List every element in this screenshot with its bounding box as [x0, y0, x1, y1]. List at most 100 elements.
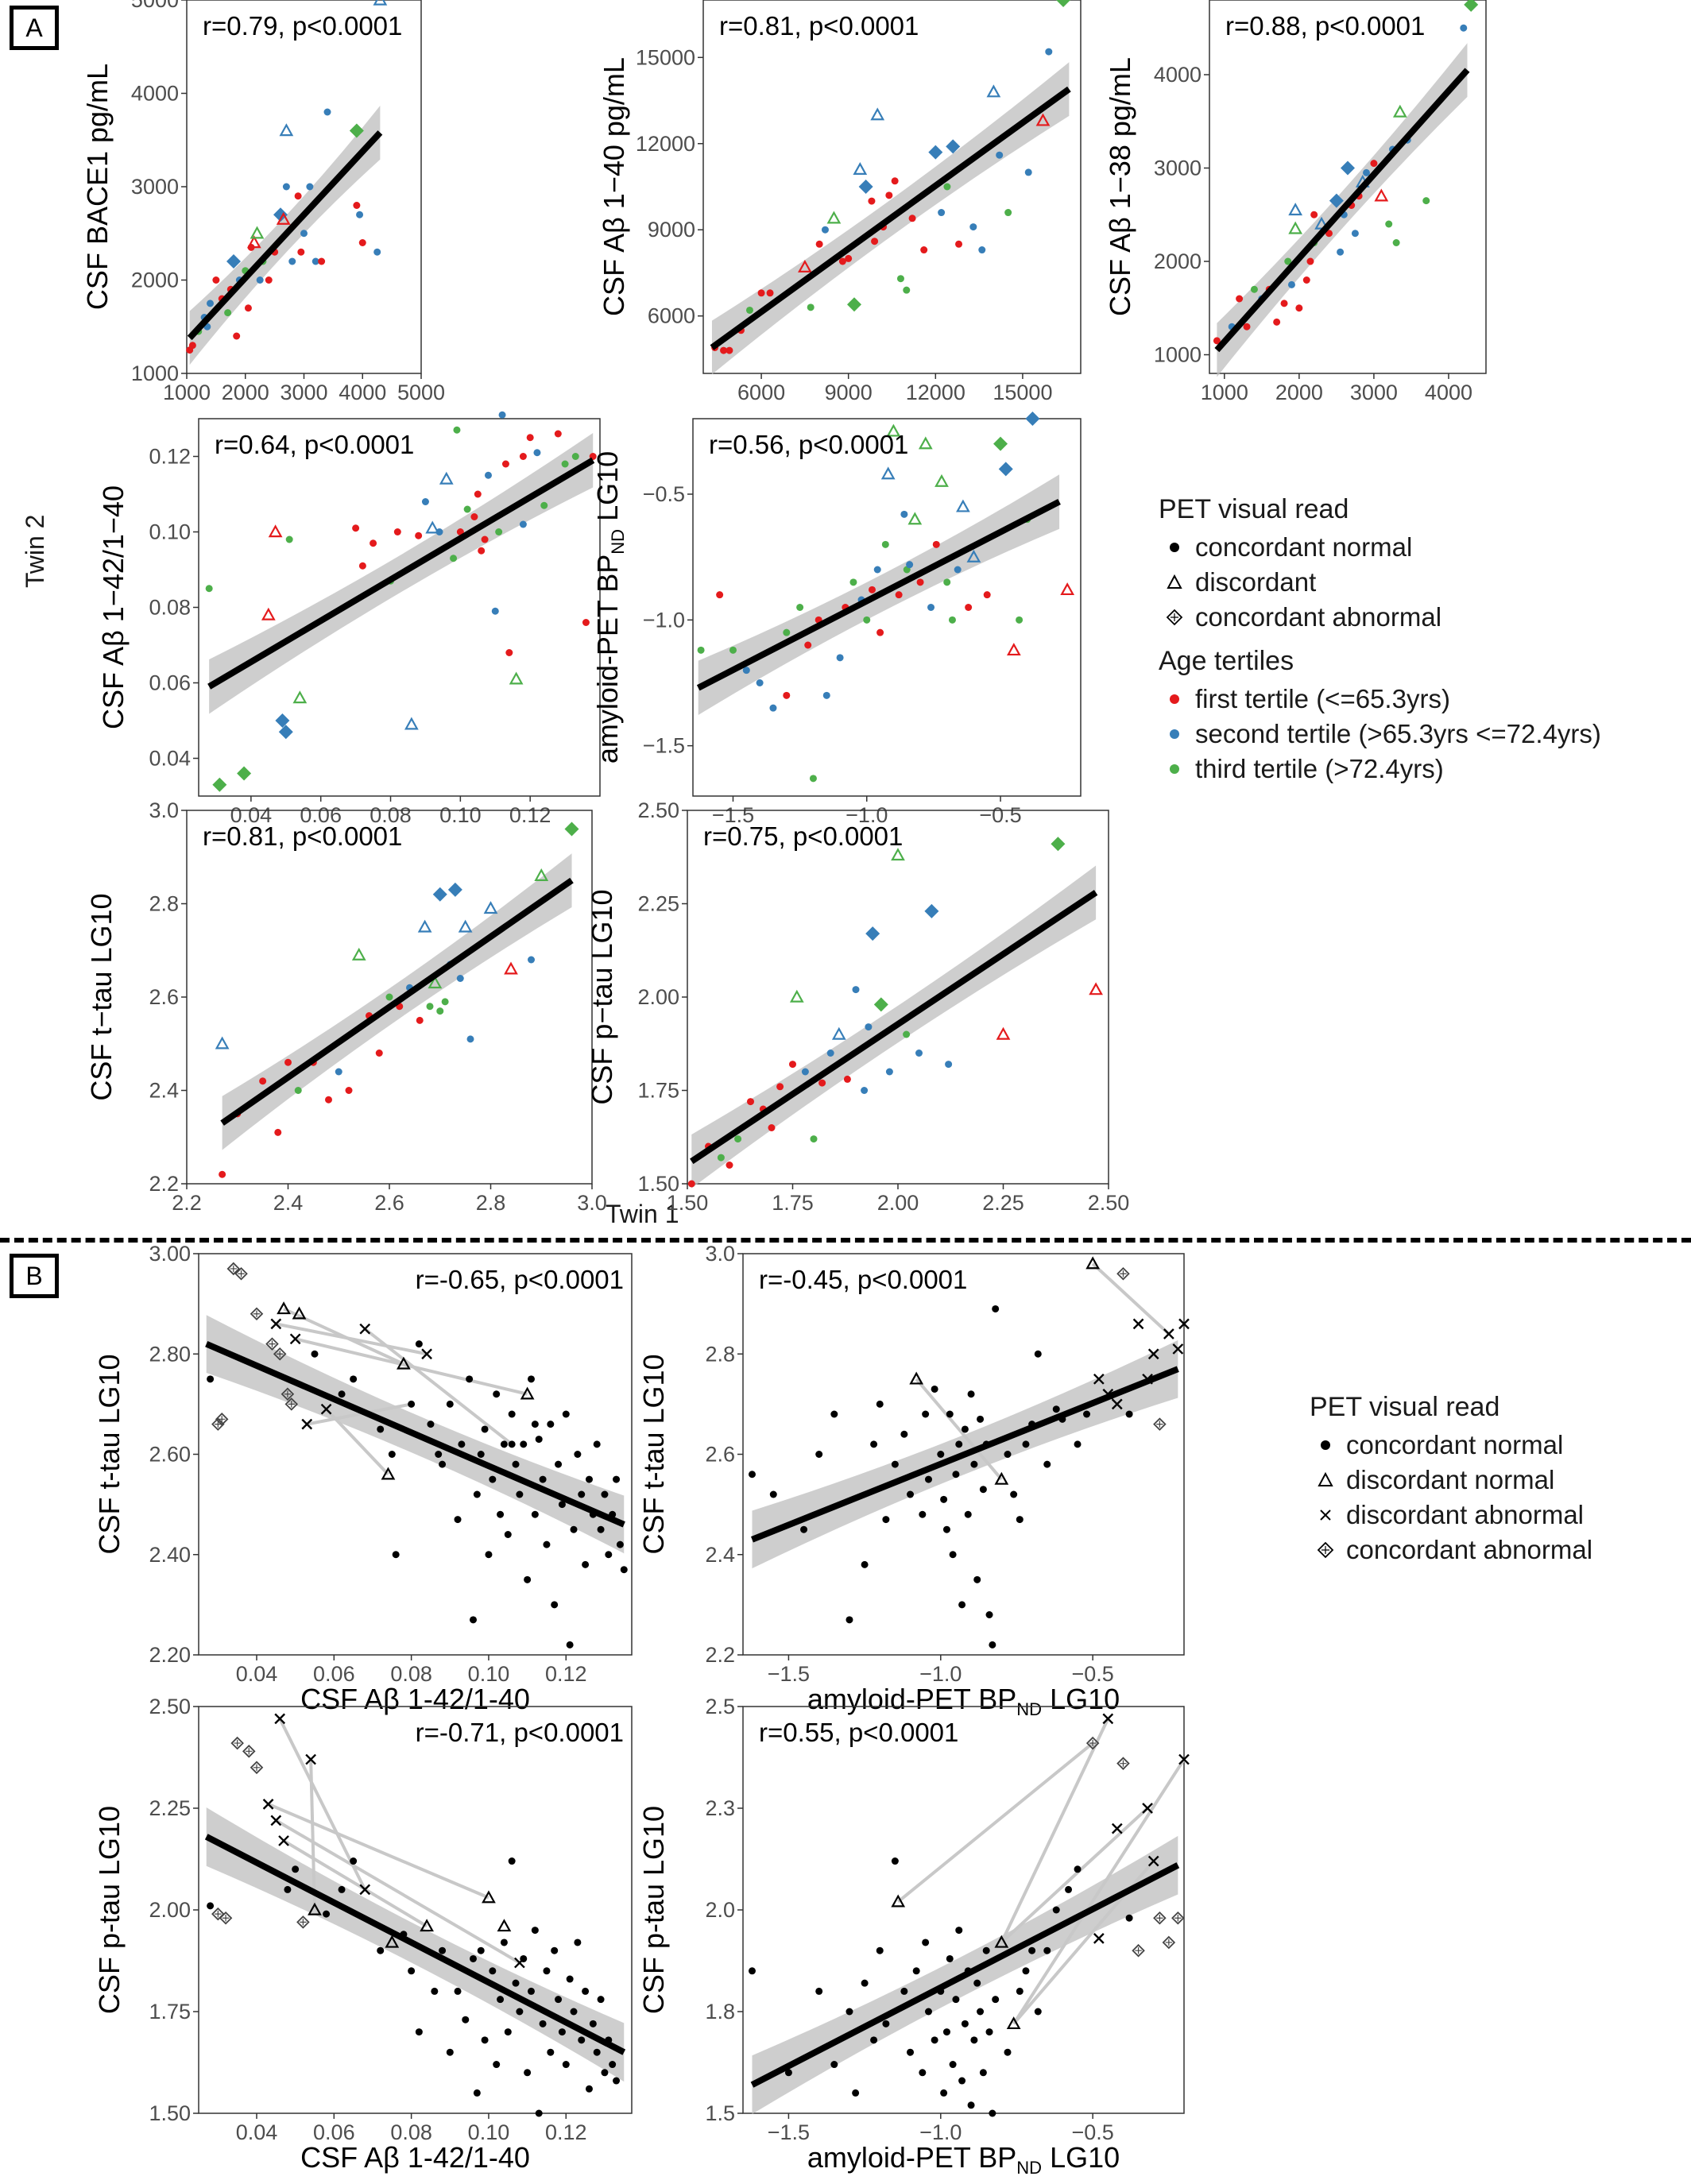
data-point: [756, 679, 764, 686]
data-point: [961, 1425, 969, 1433]
x-tick-label: 3.0: [577, 1191, 607, 1215]
data-point: [993, 436, 1008, 451]
data-point: [207, 1902, 215, 1910]
data-point: [1374, 188, 1389, 202]
data-point: [335, 1068, 342, 1076]
y-tick-label: 2.00: [637, 985, 679, 1009]
panel-a-label: A: [10, 6, 59, 50]
data-point: [427, 1421, 435, 1428]
data-point-cross: [1156, 1421, 1163, 1428]
y-tick-label: 0.08: [149, 596, 191, 620]
data-point: [274, 1128, 282, 1136]
data-point: [846, 1616, 853, 1624]
data-point: [524, 1575, 532, 1583]
legend-pet-title: PET visual read: [1159, 494, 1349, 524]
y-tick-label: 2000: [1154, 249, 1202, 273]
y-tick-label: 1000: [131, 361, 179, 385]
data-point: [946, 139, 961, 154]
data-point: [822, 691, 830, 699]
data-point: [207, 1375, 215, 1383]
twin1-axis-label: Twin 1: [606, 1200, 679, 1228]
data-point: [385, 993, 393, 1001]
correlation-annotation: r=0.88, p<0.0001: [1225, 11, 1425, 41]
data-point-cross: [1120, 1270, 1127, 1278]
data-point: [211, 1907, 225, 1921]
data-point-cross: [284, 1390, 292, 1397]
data-point: [882, 1516, 890, 1524]
data-point: [885, 191, 893, 199]
data-point: [377, 1425, 385, 1433]
regression-line: [205, 1340, 625, 1528]
data-point: [868, 586, 876, 593]
x-tick-label: 2000: [1275, 381, 1323, 404]
data-point: [512, 1460, 520, 1468]
data-point: [265, 1337, 279, 1351]
data-point: [539, 1475, 547, 1483]
regression-line: [220, 877, 574, 1126]
data-point: [262, 1799, 274, 1810]
data-point: [1065, 1885, 1073, 1893]
data-point: [845, 254, 853, 262]
data-point: [954, 566, 962, 574]
data-point: [909, 1371, 924, 1385]
data-point: [1043, 1460, 1051, 1468]
data-point: [375, 1049, 383, 1057]
legend-panel-b: PET visual read concordant normal discord…: [1310, 1392, 1592, 1567]
data-point-cross: [230, 1265, 237, 1273]
data-point: [956, 499, 970, 512]
x-tick-label: 2.25: [982, 1191, 1024, 1215]
data-point: [215, 1413, 229, 1426]
data-point: [305, 1753, 316, 1765]
legend-item-label: concordant normal: [1346, 1430, 1564, 1459]
data-point: [408, 1400, 416, 1408]
data-point: [526, 434, 534, 442]
cross-icon: [1310, 1506, 1341, 1525]
data-point: [392, 1551, 400, 1559]
data-point: [415, 532, 423, 539]
data-point: [873, 997, 888, 1012]
data-point: [388, 1451, 396, 1458]
regression-line: [207, 457, 595, 690]
scatter-plot-b3: 1.50 1.75 2.00 2.25 2.50 0.04 0.06 0.08 0.10 0.12…: [93, 1695, 633, 2174]
data-point: [593, 1440, 601, 1448]
data-point: [796, 604, 804, 611]
data-point: [720, 346, 728, 354]
data-point: [489, 1475, 497, 1483]
data-point: [224, 309, 232, 317]
data-point: [906, 561, 914, 569]
data-point: [1337, 248, 1345, 256]
data-point: [282, 183, 290, 191]
x-tick-label: 0.12: [545, 1662, 587, 1686]
data-point: [535, 1436, 543, 1444]
data-point: [853, 162, 868, 176]
scatter-plot-a5: −1.5 −1.0 −0.5 −1.5 −1.0 −0.5 r=0.56, p<0.0001…: [591, 412, 1082, 827]
data-point: [900, 510, 908, 518]
data-point: [275, 713, 290, 728]
x-tick-label: 3000: [1350, 381, 1398, 404]
data-point: [1178, 1318, 1190, 1330]
regression-line: [1214, 68, 1470, 353]
correlation-annotation: r=0.81, p<0.0001: [203, 821, 402, 851]
data-point: [924, 903, 939, 918]
data-point: [415, 1340, 423, 1348]
y-axis-label: CSF BACE1 pg/mL: [81, 64, 114, 310]
data-point: [296, 1915, 310, 1929]
data-point: [1287, 280, 1295, 288]
twin-pair-line: [325, 1408, 389, 1476]
x-tick-label: −1.5: [768, 2120, 810, 2144]
data-point: [585, 2085, 593, 2093]
data-point: [323, 108, 331, 116]
data-point: [377, 1946, 385, 1954]
data-point: [358, 562, 366, 570]
data-point: [789, 989, 804, 1003]
data-point: [801, 1068, 809, 1076]
x-axis-label: CSF Aβ 1-42/1-40: [300, 2141, 530, 2174]
data-point: [350, 1375, 358, 1383]
data-point: [338, 1885, 346, 1893]
legend-item: concordant normal: [1310, 1428, 1592, 1463]
data-point: [489, 1967, 497, 1975]
correlation-annotation: r=0.79, p<0.0001: [203, 11, 402, 41]
data-point: [1025, 412, 1040, 426]
data-point-cross: [1089, 1739, 1097, 1747]
data-point: [1052, 1906, 1060, 1914]
